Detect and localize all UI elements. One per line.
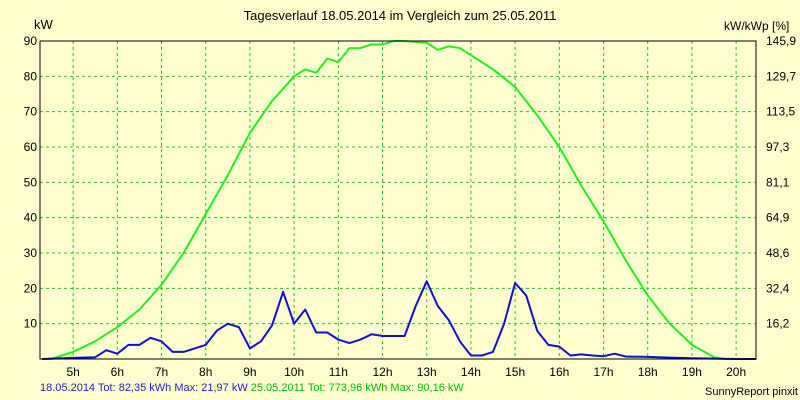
plot-frame — [39, 40, 757, 360]
footer-series-2014: 18.05.2014 Tot: 82,35 kWh Max: 21,97 kW — [40, 382, 248, 394]
y-tick-label: 80 — [24, 69, 38, 83]
x-tick-label: 8h — [199, 365, 212, 379]
series-line-18.05.2014 — [42, 280, 756, 360]
chart-footer: 18.05.2014 Tot: 82,35 kWh Max: 21,97 kW … — [40, 382, 464, 394]
x-tick-label: 10h — [284, 365, 304, 379]
x-tick-label: 12h — [373, 365, 393, 379]
x-tick-label: 13h — [417, 365, 437, 379]
x-tick-label: 9h — [243, 365, 256, 379]
x-tick-label: 19h — [682, 365, 702, 379]
y-tick-label: 50 — [24, 175, 38, 189]
y-tick-label: 10 — [24, 317, 38, 331]
chart-title: Tagesverlauf 18.05.2014 im Vergleich zum… — [243, 8, 557, 23]
y2-tick-label: 32,4 — [766, 281, 790, 295]
x-tick-label: 20h — [726, 365, 746, 379]
credit-text: SunnyReport pinxit — [705, 386, 798, 398]
y-tick-label: 30 — [24, 246, 38, 260]
y-tick-label: 70 — [24, 105, 38, 119]
y2-tick-label: 64,9 — [766, 211, 790, 225]
plot-area — [40, 41, 756, 359]
y-tick-label: 90 — [24, 34, 38, 48]
y2-tick-label: 129,7 — [766, 69, 796, 83]
x-tick-label: 16h — [549, 365, 569, 379]
y-tick-label: 60 — [24, 140, 38, 154]
y-tick-label: 40 — [24, 211, 38, 225]
y2-tick-label: 48,6 — [766, 246, 790, 260]
x-tick-label: 6h — [111, 365, 124, 379]
footer-series-2011: 25.05.2011 Tot: 773,96 kWh Max: 90,16 kW — [250, 382, 464, 394]
y-axis-unit-right: kW/kWp [%] — [724, 19, 790, 33]
y-tick-label: 20 — [24, 281, 38, 295]
x-tick-label: 14h — [461, 365, 481, 379]
y2-tick-label: 97,3 — [766, 140, 790, 154]
y2-tick-label: 113,5 — [766, 105, 795, 119]
x-tick-label: 7h — [155, 365, 168, 379]
x-tick-label: 17h — [594, 365, 614, 379]
y2-tick-label: 16,2 — [766, 317, 790, 331]
y-axis-unit-left: kW — [34, 17, 53, 32]
series-line-25.05.2011 — [42, 40, 756, 360]
x-tick-label: 5h — [66, 365, 79, 379]
x-tick-label: 15h — [505, 365, 525, 379]
y2-tick-label: 145,9 — [766, 34, 796, 48]
y2-tick-label: 81,1 — [766, 175, 790, 189]
x-tick-label: 11h — [329, 365, 348, 379]
x-tick-label: 18h — [638, 365, 658, 379]
